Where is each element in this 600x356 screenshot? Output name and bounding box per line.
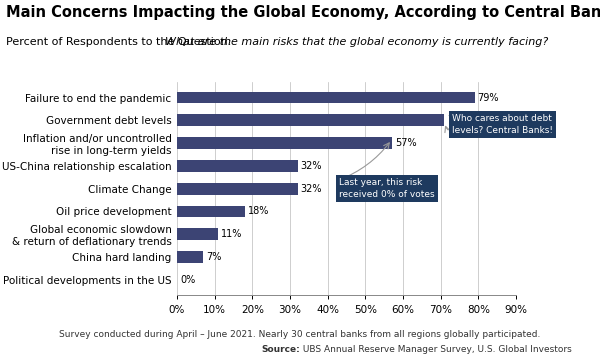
Bar [177,137,392,149]
Text: 57%: 57% [395,138,416,148]
Text: 11%: 11% [221,229,243,239]
Text: Main Concerns Impacting the Global Economy, According to Central Banks: Main Concerns Impacting the Global Econo… [6,5,600,20]
Text: Percent of Respondents to the Question:: Percent of Respondents to the Question: [6,37,235,47]
Text: Who cares about debt
levels? Central Banks!: Who cares about debt levels? Central Ban… [452,115,553,135]
Text: 32%: 32% [301,161,322,171]
Bar [177,183,298,195]
Text: 71%: 71% [448,115,469,125]
Text: Source:: Source: [261,345,300,354]
Text: UBS Annual Reserve Manager Survey, U.S. Global Investors: UBS Annual Reserve Manager Survey, U.S. … [300,345,572,354]
Text: Last year, this risk
received 0% of votes: Last year, this risk received 0% of vote… [339,178,434,199]
Bar [177,160,298,172]
Text: 0%: 0% [180,275,195,285]
Bar [177,205,245,218]
Text: 32%: 32% [301,184,322,194]
Bar [177,91,475,104]
Text: 79%: 79% [478,93,499,103]
Bar [177,114,445,126]
Text: 18%: 18% [248,206,269,216]
Text: What are the main risks that the global economy is currently facing?: What are the main risks that the global … [166,37,548,47]
Text: Survey conducted during April – June 2021. Nearly 30 central banks from all regi: Survey conducted during April – June 202… [59,330,541,339]
Text: 7%: 7% [206,252,222,262]
Bar [177,251,203,263]
Bar [177,228,218,240]
